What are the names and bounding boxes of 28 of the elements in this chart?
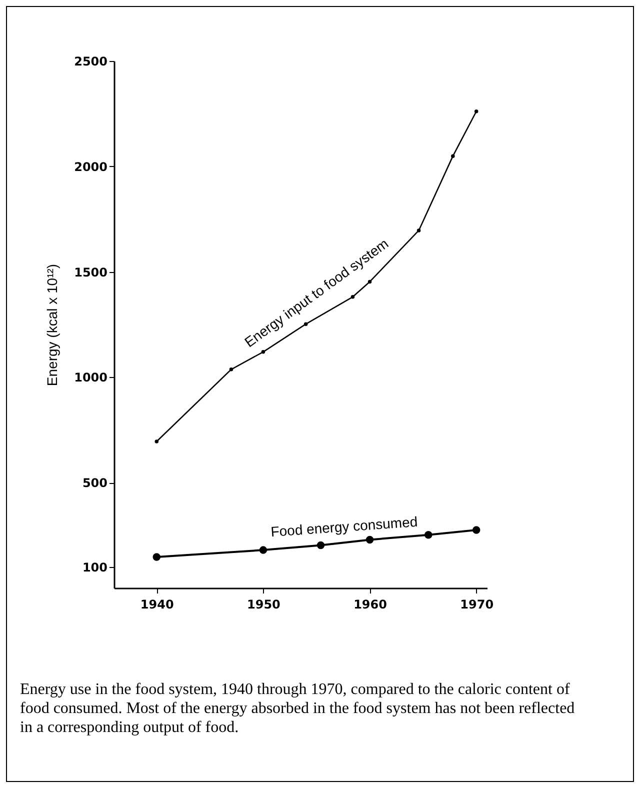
y-tick-label: 100: [82, 560, 108, 574]
point: [304, 322, 308, 326]
point: [368, 280, 372, 284]
point: [316, 541, 325, 550]
point: [451, 154, 455, 158]
text: Energy use in the food system, 1940 through 1970, compared to the caloric content of food consumed. Most of the energy absorbed in the food system has not been reflected in a corresponding output of food.: [20, 680, 576, 737]
x-tick-label: 1970: [460, 598, 494, 612]
y-tick-label: 500: [82, 476, 108, 490]
point: [152, 553, 160, 561]
point: [366, 536, 374, 544]
point: [259, 546, 268, 554]
y-axis-title: Energy (kcal x 10¹²): [44, 264, 60, 386]
point: [474, 110, 478, 114]
point: [350, 295, 355, 299]
x-tick-label: 1950: [246, 598, 280, 612]
point: [261, 350, 266, 354]
point: [154, 440, 158, 444]
y-tick-label: 2500: [74, 54, 108, 68]
point: [472, 526, 480, 534]
x-tick-label: 1960: [354, 598, 387, 612]
y-tick-label: 1000: [74, 370, 108, 385]
x-tick-label: 1940: [140, 598, 174, 612]
y-tick-label: 2000: [74, 160, 108, 174]
y-tick-label: 1500: [74, 265, 108, 280]
series-label: Food energy consumed: [270, 513, 418, 540]
point: [229, 368, 234, 372]
point: [416, 228, 421, 232]
point: [424, 531, 432, 539]
